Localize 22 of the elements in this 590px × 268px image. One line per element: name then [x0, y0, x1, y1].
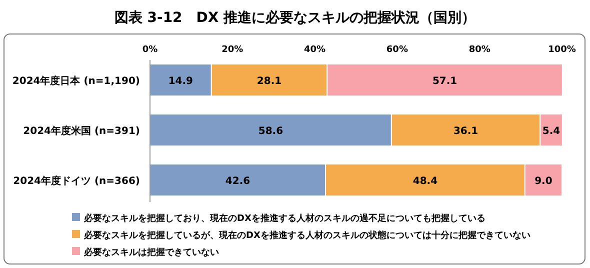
legend-label: 必要なスキルを把握しているが、現在のDXを推進する人材のスキルの状態については十分に把握できていない — [83, 230, 530, 241]
data-label: 58.6 — [258, 126, 284, 137]
y-tick-label: 2024年度米国 (n=391) — [23, 125, 140, 137]
x-tick-label: 60% — [386, 45, 408, 55]
data-label: 14.9 — [168, 76, 194, 87]
data-label: 42.6 — [225, 176, 250, 187]
x-tick-label: 0% — [142, 45, 158, 55]
data-label: 9.0 — [534, 176, 552, 187]
x-tick-label: 40% — [304, 45, 326, 55]
legend-label: 必要なスキルを把握しており、現在のDXを推進する人材のスキルの過不足についても把握している — [83, 213, 486, 224]
legend-label: 必要なスキルは把握できていない — [83, 247, 219, 258]
chart-title: 図表 3-12 DX 推進に必要なスキルの把握状況（国別） — [114, 9, 476, 26]
x-tick-label: 20% — [222, 45, 244, 55]
data-label: 57.1 — [432, 76, 458, 87]
data-label: 28.1 — [256, 76, 282, 87]
y-tick-label: 2024年度ドイツ (n=366) — [13, 175, 140, 187]
data-label: 5.4 — [542, 126, 560, 137]
x-tick-label: 100% — [548, 45, 576, 55]
data-label: 48.4 — [412, 176, 438, 187]
y-tick-label: 2024年度日本 (n=1,190) — [12, 75, 140, 87]
data-label: 36.1 — [453, 126, 478, 137]
x-tick-label: 80% — [468, 45, 490, 55]
